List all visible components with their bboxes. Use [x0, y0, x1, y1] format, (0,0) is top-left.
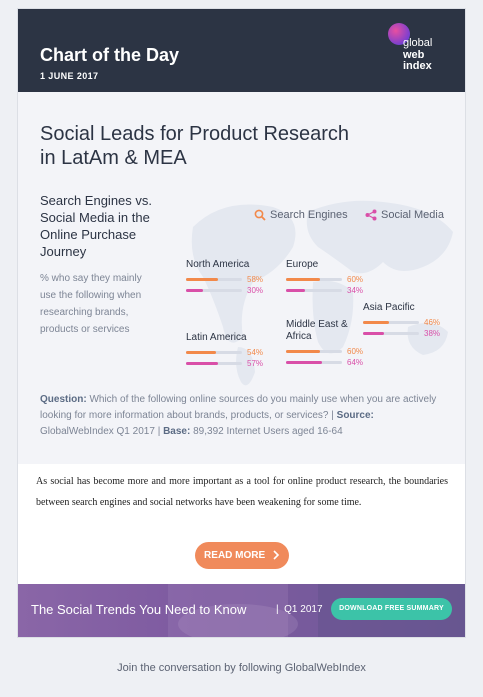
- region-name: Latin America: [186, 332, 247, 343]
- infographic-title: Social Leads for Product Research in Lat…: [40, 123, 350, 169]
- footer-text[interactable]: Join the conversation by following Globa…: [117, 662, 366, 674]
- bar-search-engines: 58%: [186, 274, 266, 285]
- value-search-engines: 46%: [424, 318, 441, 327]
- promo-banner[interactable]: The Social Trends You Need to Know | Q1 …: [18, 584, 465, 637]
- read-more-button[interactable]: READ MORE: [195, 542, 289, 569]
- legend-search-engines-label: Search Engines: [270, 209, 348, 221]
- region-name: North America: [186, 259, 250, 270]
- region-asia-pacific: Asia Pacific 46% 38%: [363, 302, 443, 339]
- chart-infographic[interactable]: Social Leads for Product Research in Lat…: [18, 92, 465, 464]
- article-body-text: As social has become more and more impor…: [36, 476, 448, 508]
- legend-social-media: Social Media: [365, 209, 444, 221]
- base-label: Base:: [163, 426, 191, 437]
- value-social-media: 57%: [247, 359, 264, 368]
- infographic-description: % who say they mainly use the following …: [40, 273, 142, 335]
- question-text: Which of the following online sources do…: [40, 394, 437, 421]
- question-footnote: Question: Which of the following online …: [40, 394, 437, 437]
- header-bar: Chart of the Day 1 JUNE 2017 global web …: [18, 9, 465, 92]
- base-text: 89,392 Internet Users aged 16-64: [193, 426, 343, 437]
- download-summary-button[interactable]: DOWNLOAD FREE SUMMARY: [331, 598, 452, 620]
- banner-title: The Social Trends You Need to Know: [31, 602, 247, 617]
- bar-social-media: 57%: [186, 358, 266, 369]
- region-name: Europe: [286, 259, 319, 270]
- world-map-icon: [191, 200, 453, 386]
- bar-social-media: 38%: [363, 328, 443, 339]
- value-social-media: 34%: [347, 286, 364, 295]
- source-label: Source:: [336, 410, 374, 421]
- header-date: 1 JUNE 2017: [40, 71, 99, 81]
- infographic-subhead: Search Engines vs. Social Media in the O…: [40, 193, 153, 259]
- bar-social-media: 64%: [286, 357, 363, 368]
- region-name: Middle East & Africa: [286, 319, 348, 342]
- globalwebindex-logo[interactable]: global web index: [388, 23, 448, 83]
- header-title: Chart of the Day: [40, 45, 180, 65]
- chevron-right-icon: [273, 550, 280, 560]
- banner-background-image: [168, 584, 465, 637]
- bar-search-engines: 60%: [286, 346, 363, 357]
- legend-social-media-label: Social Media: [381, 209, 444, 221]
- value-search-engines: 58%: [247, 275, 264, 284]
- region-europe: Europe 60% 34%: [286, 259, 366, 296]
- bar-search-engines: 46%: [363, 317, 443, 328]
- value-search-engines: 60%: [347, 347, 364, 356]
- read-more-label: READ MORE: [204, 550, 266, 561]
- question-label: Question:: [40, 394, 87, 405]
- bar-search-engines: 54%: [186, 347, 266, 358]
- logo-text-web: web: [403, 49, 425, 61]
- region-name: Asia Pacific: [363, 302, 415, 313]
- newsletter-card: Chart of the Day 1 JUNE 2017 global web …: [17, 8, 466, 638]
- logo-globe-icon: [388, 23, 410, 45]
- logo-text-index: index: [403, 60, 432, 72]
- value-search-engines: 54%: [247, 348, 264, 357]
- bar-social-media: 30%: [186, 285, 266, 296]
- banner-date: | Q1 2017: [276, 604, 323, 615]
- value-social-media: 30%: [247, 286, 264, 295]
- value-search-engines: 60%: [347, 275, 364, 284]
- region-north-america: North America 58% 30%: [186, 259, 266, 296]
- value-social-media: 64%: [347, 358, 364, 367]
- legend-search-engines: Search Engines: [254, 209, 348, 221]
- bar-search-engines: 60%: [286, 274, 366, 285]
- search-icon: [254, 209, 266, 221]
- source-text: GlobalWebIndex Q1 2017: [40, 426, 155, 437]
- bar-social-media: 34%: [286, 285, 366, 296]
- share-icon: [365, 209, 377, 221]
- region-middle-east-africa: Middle East & Africa 60% 64%: [286, 319, 363, 368]
- value-social-media: 38%: [424, 329, 441, 338]
- region-latin-america: Latin America 54% 57%: [186, 332, 266, 369]
- logo-text-global: global: [403, 37, 433, 49]
